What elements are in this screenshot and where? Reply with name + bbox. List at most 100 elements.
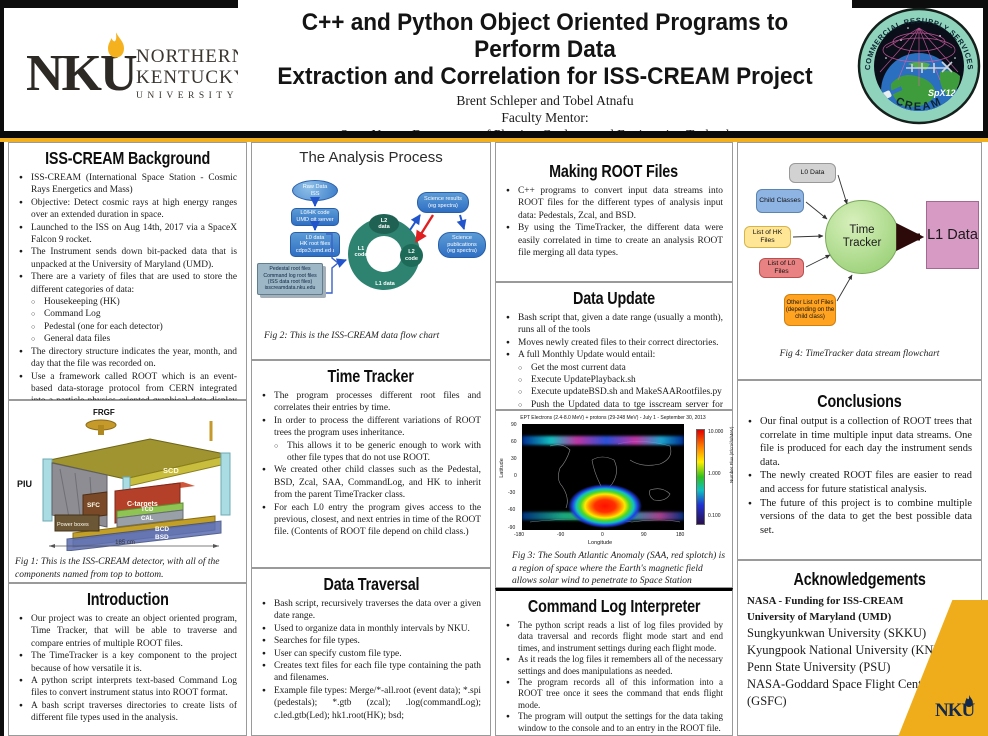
colorbar-title: Number Flux (#/cm²/s/MeV) (729, 426, 734, 483)
right-border (983, 0, 988, 141)
section-title: Data Traversal (323, 574, 419, 594)
bullet: The directory structure indicates the ye… (18, 346, 237, 371)
node-other-list-of-files: Other List of Files (depending on the ch… (784, 294, 836, 326)
x-tick: 90 (641, 532, 647, 538)
ack-line: NASA - Funding for ISS-CREAM (747, 595, 904, 607)
bullet: Bash script, recursively traverses the d… (261, 598, 481, 623)
y-tick: 30 (511, 456, 517, 462)
x-tick: -180 (514, 532, 525, 538)
bullet: The python script reads a list of log fi… (505, 620, 723, 654)
label-bcd: BCD (155, 526, 169, 533)
saa-anomaly-blob (568, 484, 642, 528)
patch-mission-text: SpX12 (928, 88, 956, 98)
section-title: Acknowledgements (793, 569, 926, 589)
y-tick: -90 (508, 525, 516, 531)
header-divider-gold (0, 138, 988, 142)
bullet: There are a variety of files that are us… (18, 271, 237, 296)
figure-2-analysis-process: The Analysis Process Raw Data ISS L0/HK … (251, 142, 491, 360)
section-title: Conclusions (817, 391, 902, 411)
saa-plot-title: EPT Electrons (2.4-8.0 MeV) + protons (2… (520, 415, 706, 421)
node-l0-data: L0 Data (789, 163, 836, 183)
colorbar (696, 429, 705, 525)
bullet: The future of this project is to combine… (747, 497, 972, 538)
sub-bullet: Execute updateBSD.sh and MakeSAARootfile… (505, 386, 723, 399)
y-tick: 60 (511, 439, 517, 445)
bullet: The TimeTracker is a key component to th… (18, 650, 237, 675)
donut-hole (366, 236, 402, 272)
bullet: The program will output the settings for… (505, 711, 723, 734)
background-bullets: ISS-CREAM (International Space Station -… (18, 172, 237, 420)
section-title: Data Update (573, 288, 655, 308)
conclusions-bullets: Our final output is a collection of ROOT… (747, 415, 972, 537)
y-axis-label: Latitude (498, 458, 505, 478)
bullet: User can specify custom file type. (261, 648, 481, 661)
section-title: Introduction (86, 589, 169, 609)
x-tick: 0 (601, 532, 604, 538)
ack-line: Penn State University (PSU) (747, 660, 891, 674)
colorbar-tick: 1.000 (708, 471, 721, 477)
node-list-of-l0-files: List of L0 Files (759, 258, 804, 278)
bullet: As it reads the log files it remembers a… (505, 654, 723, 677)
bullet: Objective: Detect cosmic rays at high en… (18, 197, 237, 222)
header-title-block: C++ and Python Object Oriented Programs … (238, 0, 852, 142)
label-tcd: TCD (141, 507, 154, 513)
section-title: ISS-CREAM Background (45, 148, 210, 168)
poster-title-line2: Extraction and Correlation for ISS-CREAM… (277, 63, 813, 90)
section-iss-cream-background: ISS-CREAM Background ISS-CREAM (Internat… (8, 142, 247, 419)
spx12-mission-patch: SpX12 COMMERCIAL RESUPPLY SERVICES CREAM (857, 7, 981, 125)
bullet: Moves newly created files to their corre… (505, 337, 723, 350)
label-dimension: 185 cm (115, 540, 135, 546)
section-title: Time Tracker (327, 366, 415, 386)
poster-title-line1: C++ and Python Object Oriented Programs … (301, 9, 789, 63)
label-bsd: BSD (155, 534, 169, 541)
wordmark-line3: UNIVERSITY (136, 91, 238, 101)
header-divider-black (0, 131, 988, 138)
ack-line: University of Maryland (UMD) (747, 611, 892, 623)
bullet: The program processes different root fil… (261, 390, 481, 415)
bullet: For each L0 entry the program gives acce… (261, 502, 481, 539)
label-ctargets: C-targets (127, 501, 158, 508)
node-list-of-hk-files: List of HK Files (744, 226, 791, 248)
figure-2-title: The Analysis Process (299, 149, 443, 166)
sub-bullet: General data files (18, 333, 237, 346)
section-introduction: Introduction Our project was to create a… (8, 583, 247, 736)
sub-bullet: Pedestal (one for each detector) (18, 321, 237, 334)
section-data-traversal: Data Traversal Bash script, recursively … (251, 568, 491, 736)
data-traversal-bullets: Bash script, recursively traverses the d… (261, 598, 481, 722)
label-power-boxes: Power boxes (57, 522, 89, 528)
faculty-mentor-label: Faculty Mentor: (501, 110, 589, 125)
sub-bullet: This allows it to be generic enough to w… (261, 440, 481, 465)
node-pedestal-files: Pedestal root files Command log root fil… (257, 263, 323, 295)
sub-bullet: Execute UpdatePlayback.sh (505, 374, 723, 387)
x-axis-label: Longitude (588, 540, 613, 546)
bullet: A python script interprets text-based Co… (18, 675, 237, 700)
wordmark-line1: NORTHERN (136, 46, 247, 67)
bullet: Launched to the ISS on Aug 14th, 2017 vi… (18, 222, 237, 247)
introduction-bullets: Our project was to create an object orie… (18, 613, 237, 725)
ring-label-l2-code: L2 code (400, 244, 423, 267)
bullet: Used to organize data in monthly interva… (261, 623, 481, 636)
bullet: Our project was to create an object orie… (18, 613, 237, 650)
section-making-root-files: Making ROOT Files C++ programs to conver… (495, 142, 733, 282)
bullet: Bash script that, given a date range (us… (505, 312, 723, 337)
ribbon-nku-logo: NKU (935, 700, 975, 721)
wordmark-line2: KENTUCKY (136, 67, 249, 88)
bullet: Our final output is a collection of ROOT… (747, 415, 972, 469)
figure-1-detector: FRGF (8, 400, 247, 583)
bullet: The newly created ROOT files are easier … (747, 469, 972, 496)
nku-logo: NKU NORTHERN KENTUCKY UNIVERSITY (12, 22, 248, 122)
left-border (0, 0, 4, 736)
label-piu: PIU (17, 479, 32, 489)
north-aurora-band (522, 436, 684, 445)
node-science-publications: Science publications (eg spectra) (438, 232, 486, 258)
section-title: Making ROOT Files (549, 161, 679, 181)
making-root-bullets: C++ programs to convert input data strea… (505, 185, 723, 259)
label-cal: CAL (141, 516, 154, 522)
sub-bullet: Command Log (18, 308, 237, 321)
ring-label-l1-data: L1 data (375, 281, 395, 288)
svg-text:CREAM: CREAM (894, 95, 945, 113)
bullet: In order to process the different variat… (261, 415, 481, 440)
figure-1-caption: Fig 1: This is the ISS-CREAM detector, w… (15, 557, 220, 580)
ring-label-l2-data: L2 data (369, 214, 399, 234)
